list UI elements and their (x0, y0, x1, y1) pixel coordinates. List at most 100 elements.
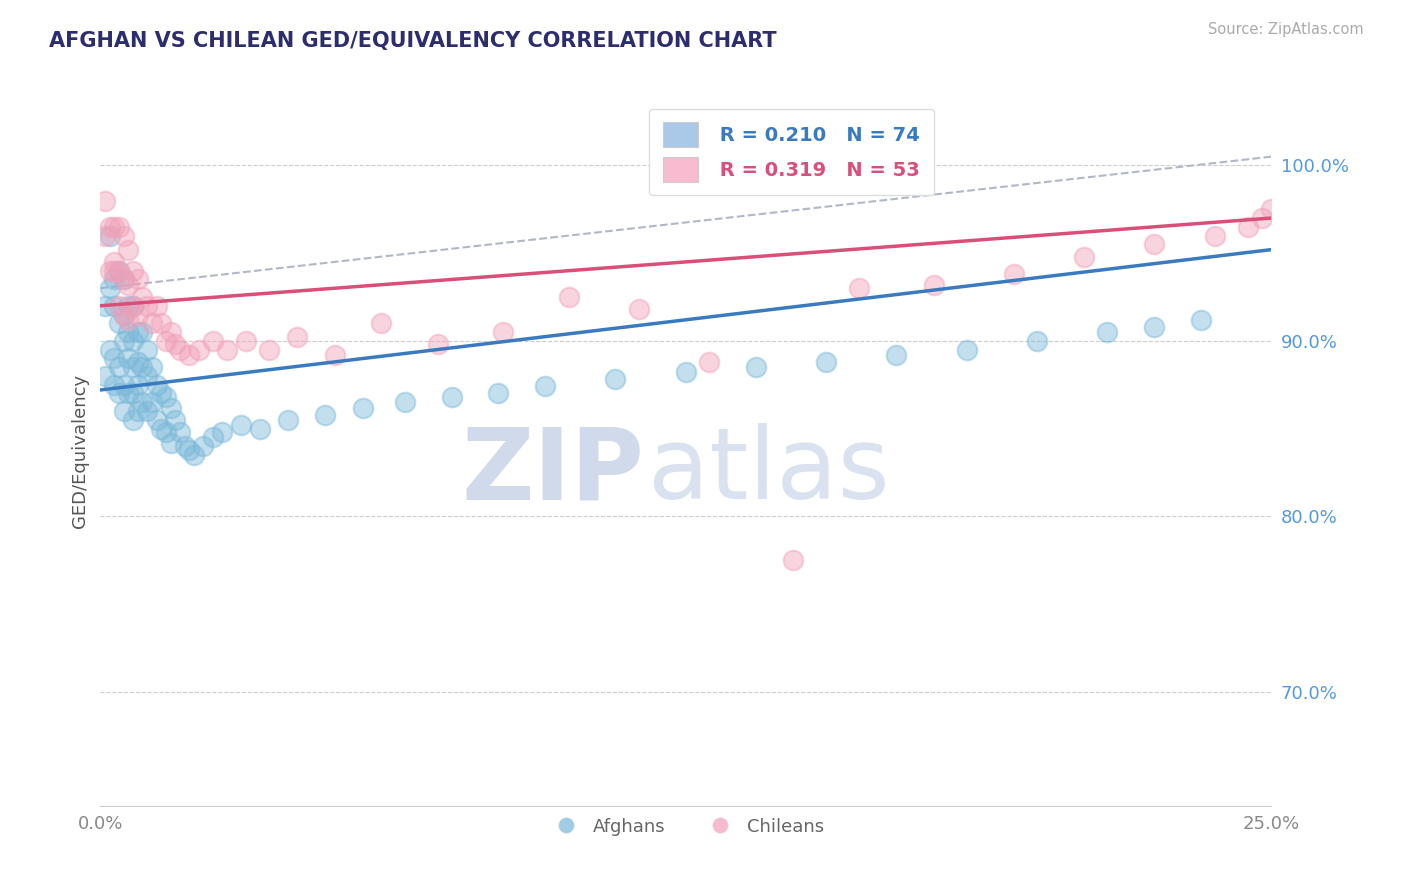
Point (173, 439, 195, 453)
Point (922, 277, 945, 292)
Point (117, 351, 139, 366)
Text: Source: ZipAtlas.com: Source: ZipAtlas.com (1208, 22, 1364, 37)
Point (141, 316, 163, 330)
Point (1002, 267, 1025, 281)
Point (440, 390, 463, 404)
Point (131, 395, 153, 409)
Point (98, 343, 121, 357)
Point (155, 334, 177, 348)
Point (605, 372, 627, 386)
Point (117, 325, 139, 339)
Point (229, 418, 252, 433)
Point (534, 379, 557, 393)
Point (103, 351, 125, 366)
Point (1073, 250, 1095, 264)
Point (314, 408, 336, 422)
Point (201, 430, 224, 444)
Point (215, 343, 238, 357)
Point (277, 413, 299, 427)
Point (103, 263, 125, 277)
Point (141, 360, 163, 375)
Point (1260, 202, 1282, 217)
Point (285, 330, 308, 344)
Point (103, 272, 125, 286)
Point (557, 290, 579, 304)
Legend: Afghans, Chileans: Afghans, Chileans (540, 811, 831, 843)
Point (108, 360, 131, 375)
Point (1236, 219, 1258, 234)
Point (323, 348, 346, 362)
Point (187, 343, 209, 357)
Point (122, 263, 145, 277)
Point (1143, 237, 1166, 252)
Point (627, 302, 650, 317)
Point (165, 337, 187, 351)
Point (150, 316, 173, 330)
Point (159, 401, 181, 415)
Point (249, 421, 271, 435)
Point (159, 325, 181, 339)
Point (1250, 211, 1272, 225)
Point (98, 228, 121, 243)
Point (94, 194, 117, 208)
Point (169, 425, 191, 439)
Point (103, 219, 125, 234)
Point (127, 377, 149, 392)
Point (169, 343, 191, 357)
Point (112, 272, 135, 286)
Point (122, 299, 145, 313)
Point (370, 316, 392, 330)
Point (103, 377, 125, 392)
Point (815, 355, 838, 369)
Point (141, 395, 163, 409)
Point (150, 386, 173, 401)
Point (108, 299, 131, 313)
Point (145, 413, 167, 427)
Point (108, 316, 131, 330)
Point (257, 343, 280, 357)
Point (127, 404, 149, 418)
Point (131, 325, 153, 339)
Point (127, 355, 149, 369)
Point (492, 325, 515, 339)
Point (201, 334, 224, 348)
Point (1026, 334, 1049, 348)
Point (98, 281, 121, 295)
Point (94, 299, 117, 313)
Point (136, 343, 159, 357)
Point (117, 299, 139, 313)
Point (848, 281, 870, 295)
Text: ZIP: ZIP (463, 424, 645, 520)
Point (486, 386, 509, 401)
Point (127, 308, 149, 322)
Point (122, 299, 145, 313)
Point (108, 263, 131, 277)
Point (211, 425, 233, 439)
Point (122, 413, 145, 427)
Point (131, 290, 153, 304)
Point (150, 421, 173, 435)
Point (179, 348, 201, 362)
Point (1143, 319, 1166, 334)
Point (155, 425, 177, 439)
Point (1095, 325, 1118, 339)
Text: AFGHAN VS CHILEAN GED/EQUIVALENCY CORRELATION CHART: AFGHAN VS CHILEAN GED/EQUIVALENCY CORREL… (49, 31, 778, 51)
Point (136, 404, 159, 418)
Point (98, 263, 121, 277)
Point (108, 219, 131, 234)
Point (136, 368, 159, 383)
Point (745, 360, 768, 375)
Point (1189, 313, 1212, 327)
Point (112, 334, 135, 348)
Point (108, 386, 131, 401)
Point (112, 404, 135, 418)
Point (235, 334, 257, 348)
Point (117, 243, 139, 257)
Point (103, 255, 125, 269)
Text: atlas: atlas (648, 424, 890, 520)
Point (127, 272, 149, 286)
Point (956, 343, 979, 357)
Point (179, 442, 201, 457)
Point (1204, 228, 1226, 243)
Point (145, 377, 167, 392)
